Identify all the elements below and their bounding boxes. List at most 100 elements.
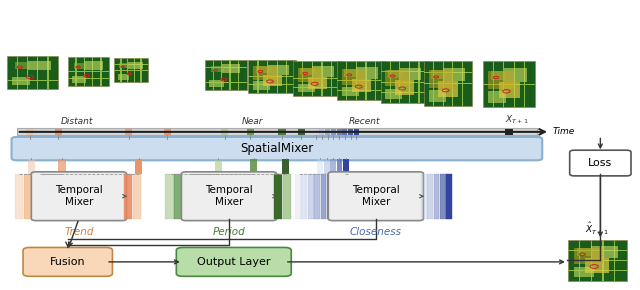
Text: Period: Period bbox=[212, 227, 245, 237]
Text: Time: Time bbox=[553, 127, 575, 136]
Bar bbox=[293, 87, 341, 88]
Bar bbox=[164, 129, 171, 135]
Bar bbox=[421, 174, 427, 219]
Bar bbox=[283, 174, 291, 219]
Bar bbox=[493, 61, 494, 108]
Bar bbox=[174, 174, 182, 219]
Bar bbox=[444, 68, 465, 81]
Bar bbox=[602, 240, 604, 281]
Bar bbox=[27, 55, 28, 89]
Bar bbox=[250, 160, 257, 174]
Bar bbox=[47, 55, 49, 89]
Bar bbox=[282, 160, 289, 174]
Text: Loss: Loss bbox=[588, 158, 612, 168]
Bar bbox=[221, 129, 228, 135]
Bar bbox=[229, 60, 230, 90]
Bar bbox=[327, 174, 333, 219]
Bar bbox=[351, 79, 371, 93]
Bar bbox=[74, 63, 86, 68]
Text: Trend: Trend bbox=[64, 227, 93, 237]
Bar bbox=[33, 174, 41, 219]
Bar bbox=[68, 78, 109, 79]
Bar bbox=[293, 78, 341, 79]
Bar bbox=[447, 174, 452, 219]
FancyBboxPatch shape bbox=[176, 247, 291, 276]
Bar bbox=[17, 128, 537, 135]
Bar bbox=[7, 80, 58, 81]
Bar bbox=[183, 174, 191, 219]
Bar bbox=[483, 84, 535, 85]
Bar bbox=[308, 77, 326, 89]
Bar bbox=[301, 174, 307, 219]
Bar bbox=[388, 70, 402, 78]
Bar bbox=[568, 270, 627, 271]
Text: Temporal
Mixer: Temporal Mixer bbox=[55, 185, 103, 207]
Bar bbox=[115, 58, 148, 82]
Bar bbox=[434, 174, 440, 219]
Bar bbox=[325, 129, 330, 135]
Bar bbox=[524, 61, 525, 108]
Text: SpatialMixer: SpatialMixer bbox=[240, 142, 314, 155]
FancyBboxPatch shape bbox=[31, 172, 127, 221]
Bar bbox=[28, 160, 35, 174]
Text: Closeness: Closeness bbox=[350, 227, 402, 237]
Text: $X_{T+1}$: $X_{T+1}$ bbox=[505, 114, 529, 126]
Bar bbox=[134, 58, 135, 82]
Bar bbox=[295, 174, 301, 219]
Bar bbox=[591, 246, 618, 258]
Bar bbox=[337, 160, 342, 174]
Bar bbox=[209, 79, 224, 87]
Bar bbox=[579, 240, 580, 281]
Bar bbox=[115, 64, 148, 65]
Bar bbox=[586, 258, 609, 273]
FancyBboxPatch shape bbox=[570, 150, 631, 176]
Bar bbox=[300, 68, 315, 75]
Bar bbox=[333, 174, 339, 219]
Bar bbox=[385, 70, 410, 86]
Bar bbox=[440, 174, 446, 219]
Bar bbox=[58, 160, 66, 174]
Bar bbox=[84, 57, 85, 86]
Bar bbox=[319, 129, 324, 135]
Bar bbox=[314, 129, 319, 135]
Bar bbox=[68, 57, 109, 86]
Bar bbox=[354, 129, 359, 135]
Bar bbox=[577, 248, 594, 256]
Bar bbox=[221, 60, 222, 90]
Bar bbox=[356, 67, 378, 79]
Text: Output Layer: Output Layer bbox=[197, 257, 271, 267]
Bar bbox=[115, 76, 148, 77]
Bar bbox=[337, 61, 385, 100]
Bar bbox=[24, 174, 32, 219]
Bar bbox=[346, 61, 348, 100]
Bar bbox=[400, 68, 421, 80]
Bar bbox=[483, 72, 535, 73]
Bar bbox=[381, 71, 429, 72]
Bar bbox=[385, 88, 402, 99]
Bar bbox=[135, 160, 143, 174]
Bar bbox=[268, 65, 289, 75]
Bar bbox=[399, 61, 401, 103]
Bar bbox=[118, 74, 129, 80]
Bar bbox=[452, 61, 454, 106]
Bar bbox=[248, 76, 296, 77]
Bar bbox=[568, 240, 627, 281]
Bar bbox=[37, 55, 38, 89]
Bar bbox=[462, 61, 463, 106]
Bar bbox=[205, 82, 246, 83]
Bar bbox=[298, 68, 322, 82]
Text: Temporal
Mixer: Temporal Mixer bbox=[352, 185, 400, 207]
Bar bbox=[409, 61, 410, 103]
Bar bbox=[15, 62, 30, 69]
Bar bbox=[381, 61, 429, 103]
Text: Recent: Recent bbox=[349, 117, 380, 126]
Bar bbox=[438, 81, 458, 97]
Bar bbox=[276, 60, 278, 93]
Bar bbox=[504, 68, 527, 82]
FancyBboxPatch shape bbox=[328, 172, 424, 221]
Bar bbox=[298, 129, 305, 135]
Bar bbox=[330, 160, 336, 174]
Bar bbox=[424, 72, 472, 73]
Bar bbox=[431, 70, 445, 79]
Bar bbox=[428, 174, 433, 219]
